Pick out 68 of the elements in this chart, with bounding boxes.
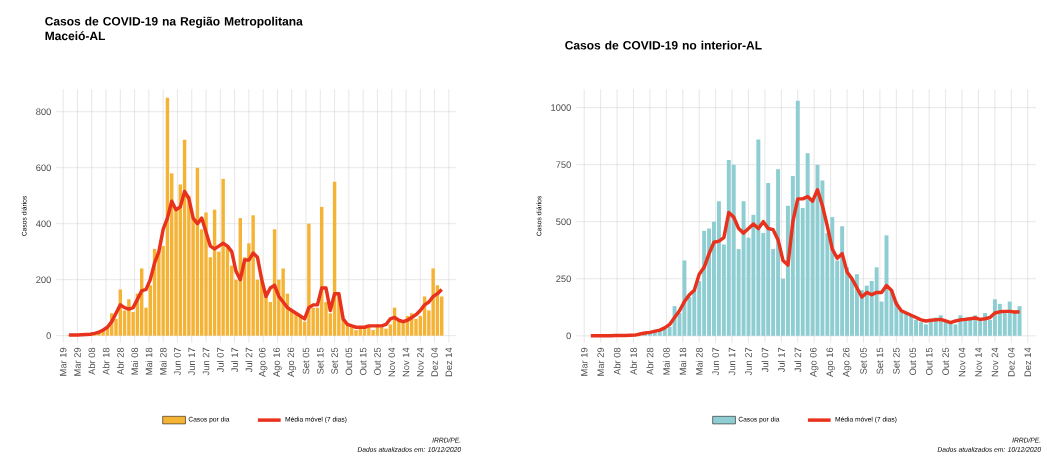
- x-tick-label: Set 05: [302, 347, 310, 374]
- x-tick-label: Ago 26: [287, 347, 296, 377]
- y-tick-label: 200: [36, 276, 51, 283]
- x-tick-label: Nov 24: [991, 347, 999, 377]
- y-tick-label: 0: [46, 332, 51, 339]
- x-tick-label: Abr 08: [88, 347, 96, 375]
- x-tick-label: Set 05: [860, 347, 867, 374]
- x-tick-label: Abr 28: [646, 347, 654, 375]
- x-tick-label: Mar 19: [59, 347, 67, 376]
- chart-title: Casos de COVID-19 na Região Metropolitana Maceió-AL: [45, 16, 303, 41]
- x-tick-label: Dez 14: [1024, 347, 1032, 377]
- y-tick-label: 0: [566, 332, 571, 340]
- x-tick-label: Set 15: [876, 347, 884, 374]
- x-tick-label: Ago 16: [826, 347, 835, 377]
- x-tick-label: Jun 17: [728, 347, 736, 376]
- x-tick-label: Mai 08: [131, 347, 138, 375]
- x-tick-label: Nov 14: [402, 347, 410, 377]
- x-tick-label: Dez 04: [431, 347, 438, 377]
- x-tick-label: Mai 28: [695, 347, 703, 375]
- x-tick-label: Nov 24: [417, 347, 424, 377]
- x-tick-label: Jun 07: [174, 347, 181, 376]
- y-tick-label: 800: [36, 108, 51, 116]
- x-tick-label: Out 05: [345, 347, 353, 375]
- x-tick-label: Out 15: [925, 347, 933, 375]
- y-tick-label: 400: [35, 220, 51, 227]
- x-tick-label: Jul 27: [794, 347, 802, 373]
- x-tick-label: Ago 06: [810, 347, 819, 377]
- x-tick-label: Set 25: [893, 347, 900, 374]
- x-tick-label: Abr 18: [630, 347, 637, 375]
- x-tick-label: Out 25: [942, 347, 949, 375]
- chart-title: Casos de COVID-19 no interior-AL: [565, 40, 762, 50]
- x-tick-label: Jul 27: [245, 347, 253, 373]
- x-tick-label: Nov 14: [975, 347, 982, 377]
- x-tick-label: Dez 04: [1008, 347, 1015, 377]
- x-tick-label: Mar 29: [597, 347, 604, 376]
- x-tick-label: Set 15: [317, 347, 324, 374]
- y-tick-label: 750: [556, 161, 571, 168]
- x-tick-label: Jul 07: [761, 347, 769, 373]
- x-tick-label: Nov 04: [388, 347, 396, 377]
- x-tick-label: Jul 17: [231, 347, 238, 373]
- x-tick-label: Jul 17: [777, 347, 785, 373]
- x-tick-label: Mai 18: [679, 347, 687, 375]
- x-tick-label: Mar 19: [580, 347, 588, 376]
- x-tick-label: Set 25: [331, 347, 338, 374]
- x-tick-label: Jun 27: [202, 347, 210, 376]
- x-tick-label: Dez 14: [445, 347, 453, 377]
- y-tick-label: 250: [556, 275, 571, 283]
- y-tick-label: 1000: [551, 104, 571, 111]
- x-tick-label: Abr 08: [613, 347, 621, 375]
- x-tick-label: Mai 28: [159, 347, 167, 375]
- y-tick-label: 500: [556, 218, 571, 225]
- x-tick-label: Ago 26: [842, 347, 852, 377]
- x-tick-label: Mar 29: [74, 347, 81, 376]
- x-tick-label: Out 15: [359, 347, 367, 375]
- y-tick-label: 600: [36, 164, 51, 171]
- x-tick-label: Abr 28: [116, 347, 124, 375]
- x-tick-label: Abr 18: [102, 347, 110, 375]
- x-tick-label: Out 25: [374, 347, 381, 375]
- x-tick-label: Jul 07: [216, 347, 224, 373]
- x-tick-label: Jun 07: [712, 347, 719, 376]
- x-tick-label: Mai 08: [662, 347, 670, 375]
- x-tick-label: Mai 18: [145, 347, 153, 375]
- x-tick-label: Jun 17: [188, 347, 195, 376]
- x-tick-label: Ago 16: [273, 347, 282, 377]
- x-tick-label: Ago 06: [258, 347, 268, 377]
- x-tick-label: Nov 04: [958, 347, 966, 377]
- x-tick-label: Out 05: [909, 347, 917, 375]
- x-tick-label: Jun 27: [745, 347, 752, 376]
